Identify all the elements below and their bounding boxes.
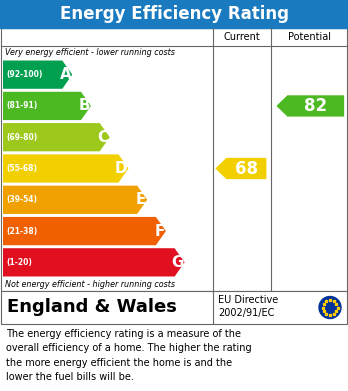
Polygon shape [215, 158, 266, 179]
Text: (81-91): (81-91) [6, 101, 37, 110]
Text: 68: 68 [235, 160, 258, 178]
Polygon shape [3, 61, 72, 89]
Text: G: G [171, 255, 184, 270]
Text: 82: 82 [304, 97, 327, 115]
Bar [0, 0, 348, 28]
Text: (55-68): (55-68) [6, 164, 37, 173]
Polygon shape [3, 123, 110, 151]
Text: (21-38): (21-38) [6, 226, 37, 235]
Polygon shape [3, 248, 184, 276]
Text: Very energy efficient - lower running costs: Very energy efficient - lower running co… [5, 48, 175, 57]
Polygon shape [3, 92, 91, 120]
Polygon shape [3, 217, 166, 245]
Text: Potential: Potential [288, 32, 331, 42]
Text: C: C [97, 130, 109, 145]
Text: B: B [78, 99, 90, 113]
Text: F: F [155, 224, 165, 239]
Circle shape [319, 296, 341, 319]
Text: (39-54): (39-54) [6, 195, 37, 204]
Polygon shape [276, 95, 344, 117]
Text: (69-80): (69-80) [6, 133, 37, 142]
Polygon shape [3, 186, 147, 214]
Text: Energy Efficiency Rating: Energy Efficiency Rating [60, 5, 288, 23]
Text: (1-20): (1-20) [6, 258, 32, 267]
Text: D: D [115, 161, 127, 176]
Text: EU Directive
2002/91/EC: EU Directive 2002/91/EC [218, 295, 278, 318]
Bar [1, 28, 347, 291]
Bar [1, 291, 347, 324]
Text: E: E [136, 192, 146, 207]
Text: Not energy efficient - higher running costs: Not energy efficient - higher running co… [5, 280, 175, 289]
Text: Current: Current [224, 32, 260, 42]
Polygon shape [3, 154, 128, 183]
Text: England & Wales: England & Wales [7, 298, 177, 316]
Text: The energy efficiency rating is a measure of the
overall efficiency of a home. T: The energy efficiency rating is a measur… [6, 329, 252, 382]
Text: (92-100): (92-100) [6, 70, 42, 79]
Text: A: A [60, 67, 71, 82]
